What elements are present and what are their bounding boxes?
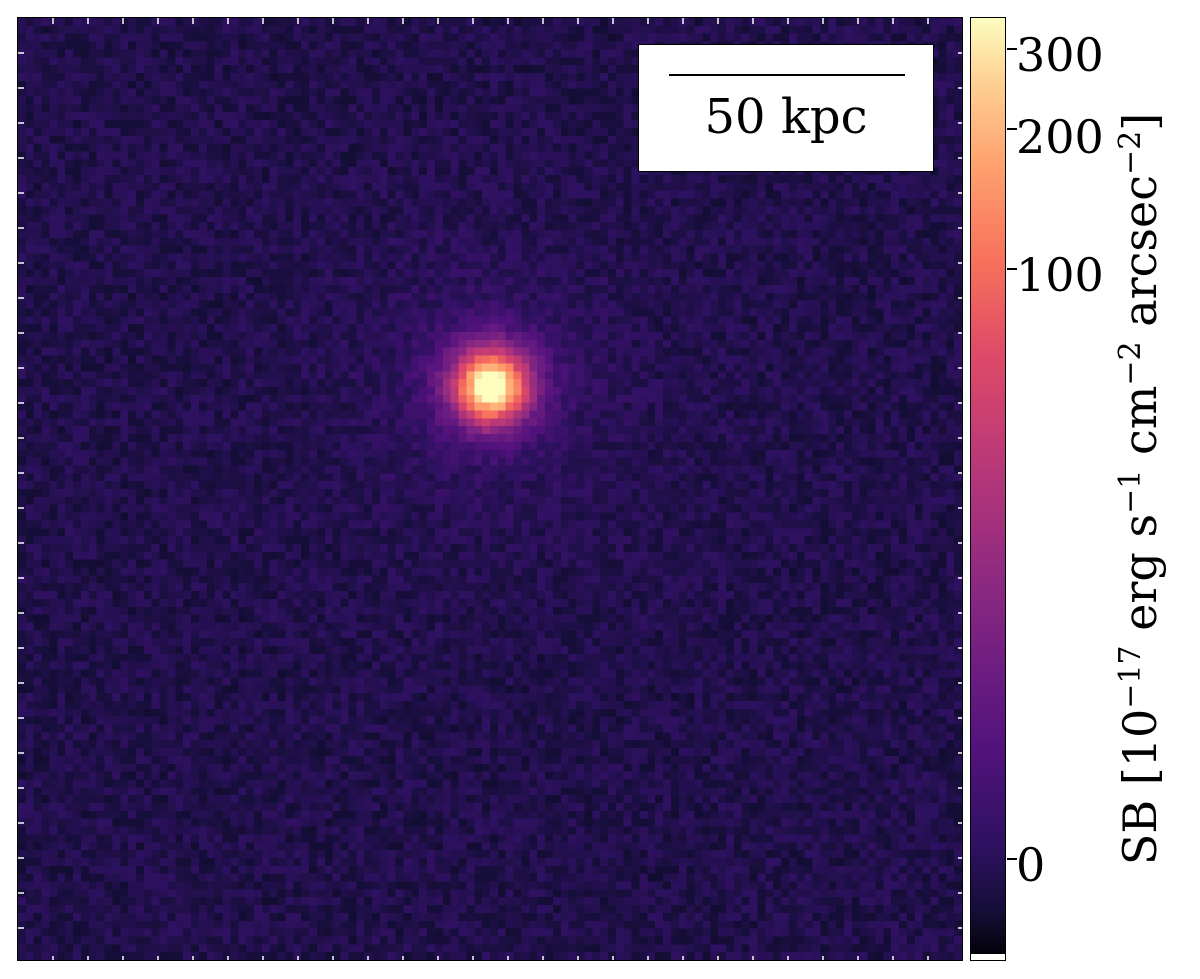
colorbar-tick-0 bbox=[1007, 858, 1017, 860]
colorbar-label-300: 300 bbox=[1016, 28, 1104, 82]
scalebar-line bbox=[669, 74, 905, 76]
colorbar-tick-300 bbox=[1007, 48, 1017, 50]
colorbar-gradient bbox=[971, 18, 1005, 960]
colorbar-label-0: 0 bbox=[1016, 838, 1046, 892]
colorbar-axis-label: SB [10−17 erg s−1 cm−2 arcsec−2] bbox=[1112, 112, 1168, 866]
colorbar bbox=[970, 17, 1006, 961]
scalebar-box: 50 kpc bbox=[638, 44, 934, 172]
surface-brightness-map: 50 kpc bbox=[17, 17, 963, 961]
colorbar-tick-100 bbox=[1007, 268, 1017, 270]
scalebar-label: 50 kpc bbox=[704, 89, 868, 145]
image-tick-marks bbox=[18, 18, 962, 960]
colorbar-tick-200 bbox=[1007, 128, 1017, 130]
colorbar-label-200: 200 bbox=[1016, 110, 1104, 164]
colorbar-underflow-strip bbox=[971, 954, 1005, 960]
colorbar-label-100: 100 bbox=[1016, 248, 1104, 302]
emission-image bbox=[18, 18, 962, 960]
